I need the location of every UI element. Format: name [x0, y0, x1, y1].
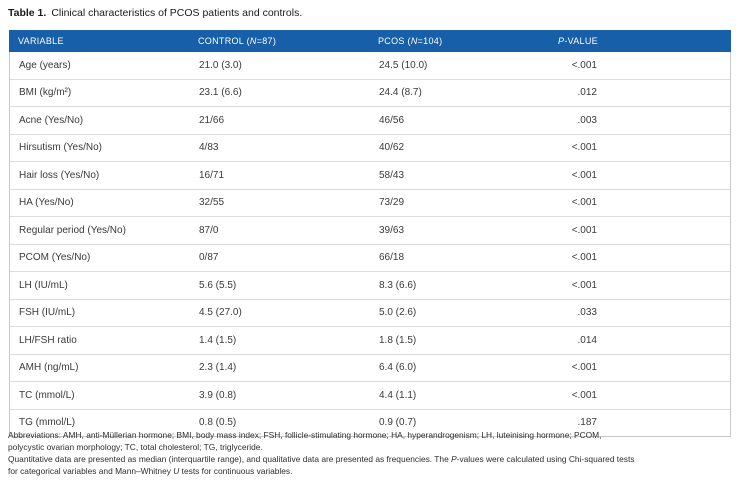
cell-pcos: 40/62 [379, 142, 405, 154]
header-cell-control: CONTROL (N=87) [198, 36, 277, 46]
cell-control: 5.6 (5.5) [199, 279, 237, 291]
cell-pcos: 0.9 (0.7) [379, 417, 417, 429]
cell-pcos: 1.8 (1.5) [379, 334, 417, 346]
cell-pvalue: .187 [577, 417, 597, 429]
cell-pcos: 39/63 [379, 224, 405, 236]
cell-pvalue: .012 [577, 87, 597, 99]
table-row: Hirsutism (Yes/No) 4/83 40/62 <.001 [10, 135, 730, 162]
cell-variable: Hirsutism (Yes/No) [19, 142, 102, 154]
cell-variable: Regular period (Yes/No) [19, 224, 126, 236]
cell-variable: LH/FSH ratio [19, 334, 77, 346]
cell-pvalue: <.001 [571, 224, 597, 236]
cell-control: 1.4 (1.5) [199, 334, 237, 346]
cell-pcos: 46/56 [379, 114, 405, 126]
cell-control: 21.0 (3.0) [199, 59, 242, 71]
table-row: TG (mmol/L) 0.8 (0.5) 0.9 (0.7) .187 [10, 410, 730, 437]
cell-variable: LH (IU/mL) [19, 279, 68, 291]
table-header-row: VARIABLE CONTROL (N=87) PCOS (N=104) P-V… [9, 30, 731, 52]
cell-pvalue: .003 [577, 114, 597, 126]
cell-pcos: 66/18 [379, 252, 405, 264]
table-row: HA (Yes/No) 32/55 73/29 <.001 [10, 190, 730, 217]
cell-pvalue: .033 [577, 307, 597, 319]
table-row: Acne (Yes/No) 21/66 46/56 .003 [10, 107, 730, 135]
cell-control: 23.1 (6.6) [199, 87, 242, 99]
cell-pcos: 5.0 (2.6) [379, 307, 417, 319]
table-row: FSH (IU/mL) 4.5 (27.0) 5.0 (2.6) .033 [10, 300, 730, 327]
cell-pcos: 6.4 (6.0) [379, 362, 417, 374]
clinical-characteristics-table: VARIABLE CONTROL (N=87) PCOS (N=104) P-V… [9, 30, 731, 437]
table-row: LH/FSH ratio 1.4 (1.5) 1.8 (1.5) .014 [10, 327, 730, 355]
cell-control: 4.5 (27.0) [199, 307, 242, 319]
cell-control: 32/55 [199, 197, 225, 209]
cell-pcos: 4.4 (1.1) [379, 389, 417, 401]
table-row: LH (IU/mL) 5.6 (5.5) 8.3 (6.6) <.001 [10, 272, 730, 300]
cell-pcos: 8.3 (6.6) [379, 279, 417, 291]
table-row: TC (mmol/L) 3.9 (0.8) 4.4 (1.1) <.001 [10, 382, 730, 410]
cell-control: 21/66 [199, 114, 225, 126]
footnote-abbreviations-line2: polycystic ovarian morphology; TC, total… [8, 442, 263, 452]
header-cell-pcos: PCOS (N=104) [378, 36, 443, 46]
table-caption-text: Clinical characteristics of PCOS patient… [51, 7, 303, 19]
cell-control: 0.8 (0.5) [199, 417, 237, 429]
cell-variable: AMH (ng/mL) [19, 362, 79, 374]
cell-variable: Hair loss (Yes/No) [19, 169, 100, 181]
cell-variable: TG (mmol/L) [19, 417, 76, 429]
cell-variable: Acne (Yes/No) [19, 114, 84, 126]
cell-pvalue: <.001 [571, 197, 597, 209]
cell-pvalue: <.001 [571, 279, 597, 291]
cell-pvalue: <.001 [571, 142, 597, 154]
table-body: Age (years) 21.0 (3.0) 24.5 (10.0) <.001… [9, 52, 731, 437]
cell-control: 4/83 [199, 142, 219, 154]
cell-pvalue: <.001 [571, 252, 597, 264]
table-row: Hair loss (Yes/No) 16/71 58/43 <.001 [10, 162, 730, 190]
footnote-methods-line1: Quantitative data are presented as media… [8, 454, 635, 464]
header-cell-pvalue: P-VALUE [558, 36, 598, 46]
cell-pvalue: .014 [577, 334, 597, 346]
cell-control: 0/87 [199, 252, 219, 264]
cell-control: 16/71 [199, 169, 225, 181]
cell-control: 2.3 (1.4) [199, 362, 237, 374]
table-footnotes: Abbreviations: AMH, anti-Müllerian hormo… [8, 429, 739, 477]
cell-variable: HA (Yes/No) [19, 197, 74, 209]
cell-control: 87/0 [199, 224, 219, 236]
footnote-methods-line2: for categorical variables and Mann–Whitn… [8, 466, 293, 476]
cell-pvalue: <.001 [571, 362, 597, 374]
cell-variable: PCOM (Yes/No) [19, 252, 91, 264]
cell-pcos: 58/43 [379, 169, 405, 181]
table-row: BMI (kg/m²) 23.1 (6.6) 24.4 (8.7) .012 [10, 80, 730, 107]
cell-variable: Age (years) [19, 59, 71, 71]
header-cell-variable: VARIABLE [18, 36, 64, 46]
table-row: Age (years) 21.0 (3.0) 24.5 (10.0) <.001 [10, 52, 730, 80]
cell-pcos: 73/29 [379, 197, 405, 209]
table-row: Regular period (Yes/No) 87/0 39/63 <.001 [10, 217, 730, 245]
cell-pcos: 24.5 (10.0) [379, 59, 428, 71]
table-caption-label: Table 1. [8, 7, 47, 19]
cell-pvalue: <.001 [571, 59, 597, 71]
cell-pvalue: <.001 [571, 389, 597, 401]
cell-control: 3.9 (0.8) [199, 389, 237, 401]
cell-variable: FSH (IU/mL) [19, 307, 76, 319]
cell-variable: BMI (kg/m²) [19, 87, 72, 99]
footnote-abbreviations-line1: Abbreviations: AMH, anti-Müllerian hormo… [8, 430, 602, 440]
cell-pcos: 24.4 (8.7) [379, 87, 422, 99]
cell-pvalue: <.001 [571, 169, 597, 181]
table-row: AMH (ng/mL) 2.3 (1.4) 6.4 (6.0) <.001 [10, 355, 730, 382]
cell-variable: TC (mmol/L) [19, 389, 75, 401]
table-row: PCOM (Yes/No) 0/87 66/18 <.001 [10, 245, 730, 272]
table-caption: Table 1. Clinical characteristics of PCOS… [8, 7, 302, 19]
